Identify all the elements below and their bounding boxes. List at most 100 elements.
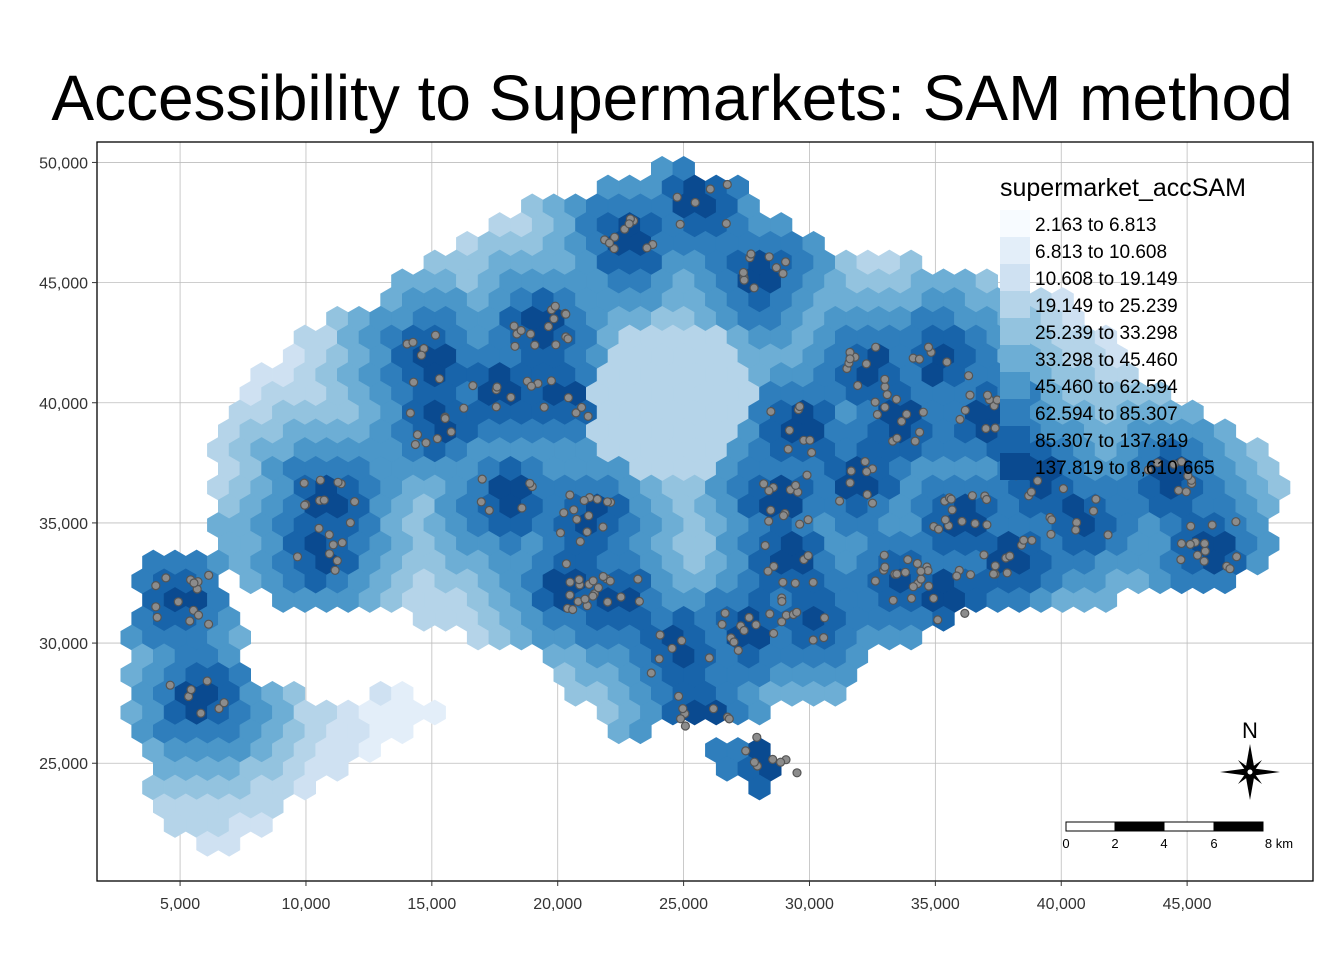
supermarket-point [517,503,527,513]
y-tick-label: 45,000 [39,276,88,293]
supermarket-point [173,597,183,607]
supermarket-point [792,607,802,617]
supermarket-point [605,576,615,586]
supermarket-point [405,408,415,418]
y-tick-label: 35,000 [39,516,88,533]
legend-swatch [1000,345,1030,372]
map-title: Accessibility to Supermarkets: SAM metho… [51,62,1293,134]
legend-swatch [1000,210,1030,237]
supermarket-point [598,522,608,532]
supermarket-point [768,628,779,639]
x-tick-label: 45,000 [1163,896,1212,913]
y-tick-label: 25,000 [39,756,88,773]
supermarket-point [752,732,762,742]
supermarket-point [680,721,691,731]
scale-bar-label: 6 [1210,836,1217,851]
legend-label: 137.819 to 8,610.665 [1035,458,1215,479]
supermarket-point [319,495,329,505]
supermarket-point [300,500,310,510]
supermarket-point [672,192,682,202]
accessibility-hexagons [120,155,1291,857]
supermarket-point [981,423,991,434]
supermarket-point [739,275,749,285]
supermarket-point [933,524,944,534]
supermarket-point [412,430,423,440]
supermarket-point [783,444,793,454]
supermarket-point [646,668,656,678]
supermarket-point [477,474,487,484]
supermarket-point [1207,520,1217,530]
legend-label: 33.298 to 45.460 [1035,350,1178,371]
scale-bar-label: 2 [1111,836,1118,851]
supermarket-point [705,184,715,194]
supermarket-point [792,768,802,778]
supermarket-point [901,409,912,419]
supermarket-point [408,337,418,347]
hexagon-cell [748,774,771,801]
supermarket-point [565,577,575,587]
supermarket-point [808,635,818,645]
supermarket-point [765,609,775,619]
supermarket-point [516,325,526,336]
supermarket-point [784,425,795,435]
hexagon-cell [391,718,414,745]
supermarket-point [1071,525,1081,535]
supermarket-point [960,608,970,619]
supermarket-point [970,518,980,529]
hexagon-cell [824,680,847,707]
supermarket-point [584,511,594,521]
supermarket-point [834,496,845,506]
supermarket-point [1088,506,1099,516]
supermarket-point [193,610,204,620]
north-arrow: N [1220,718,1280,800]
supermarket-point [1181,487,1191,497]
supermarket-point [928,593,939,603]
supermarket-point [777,617,787,627]
supermarket-point [602,597,613,607]
supermarket-point [539,402,549,412]
supermarket-point [766,406,776,417]
supermarket-points [151,179,1242,778]
supermarket-point [861,359,872,369]
supermarket-point [988,569,999,579]
supermarket-point [708,704,719,714]
supermarket-point [900,567,911,577]
supermarket-point [739,625,749,636]
supermarket-point [575,536,585,547]
supermarket-point [924,581,934,591]
legend-label: 45.460 to 62.594 [1035,377,1178,398]
supermarket-point [1027,535,1037,546]
supermarket-point [690,197,700,208]
supermarket-point [965,390,975,400]
supermarket-point [741,746,751,756]
hexagon-cell [1213,568,1237,595]
supermarket-point [780,257,791,267]
supermarket-point [918,407,928,417]
x-tick-label: 15,000 [407,896,456,913]
supermarket-point [990,423,1000,433]
supermarket-point [1058,484,1069,494]
supermarket-point [186,684,196,695]
supermarket-point [559,508,569,518]
supermarket-point [760,540,770,551]
supermarket-point [916,574,926,584]
supermarket-point [1225,564,1235,574]
y-tick-label: 50,000 [39,155,88,172]
supermarket-point [588,591,598,601]
supermarket-point [914,427,925,437]
supermarket-point [952,571,962,581]
supermarket-point [1231,517,1241,527]
supermarket-point [546,376,557,386]
supermarket-point [819,632,829,643]
supermarket-point [1199,538,1210,549]
supermarket-point [1192,550,1203,560]
scale-bar-label: 4 [1160,836,1167,851]
y-tick-label: 40,000 [39,396,88,413]
supermarket-point [775,757,786,767]
supermarket-point [862,489,872,500]
supermarket-point [196,708,206,718]
supermarket-point [580,594,590,604]
hexagon-cell [1094,587,1118,613]
hexagon-cell [932,605,955,632]
supermarket-point [525,478,535,488]
